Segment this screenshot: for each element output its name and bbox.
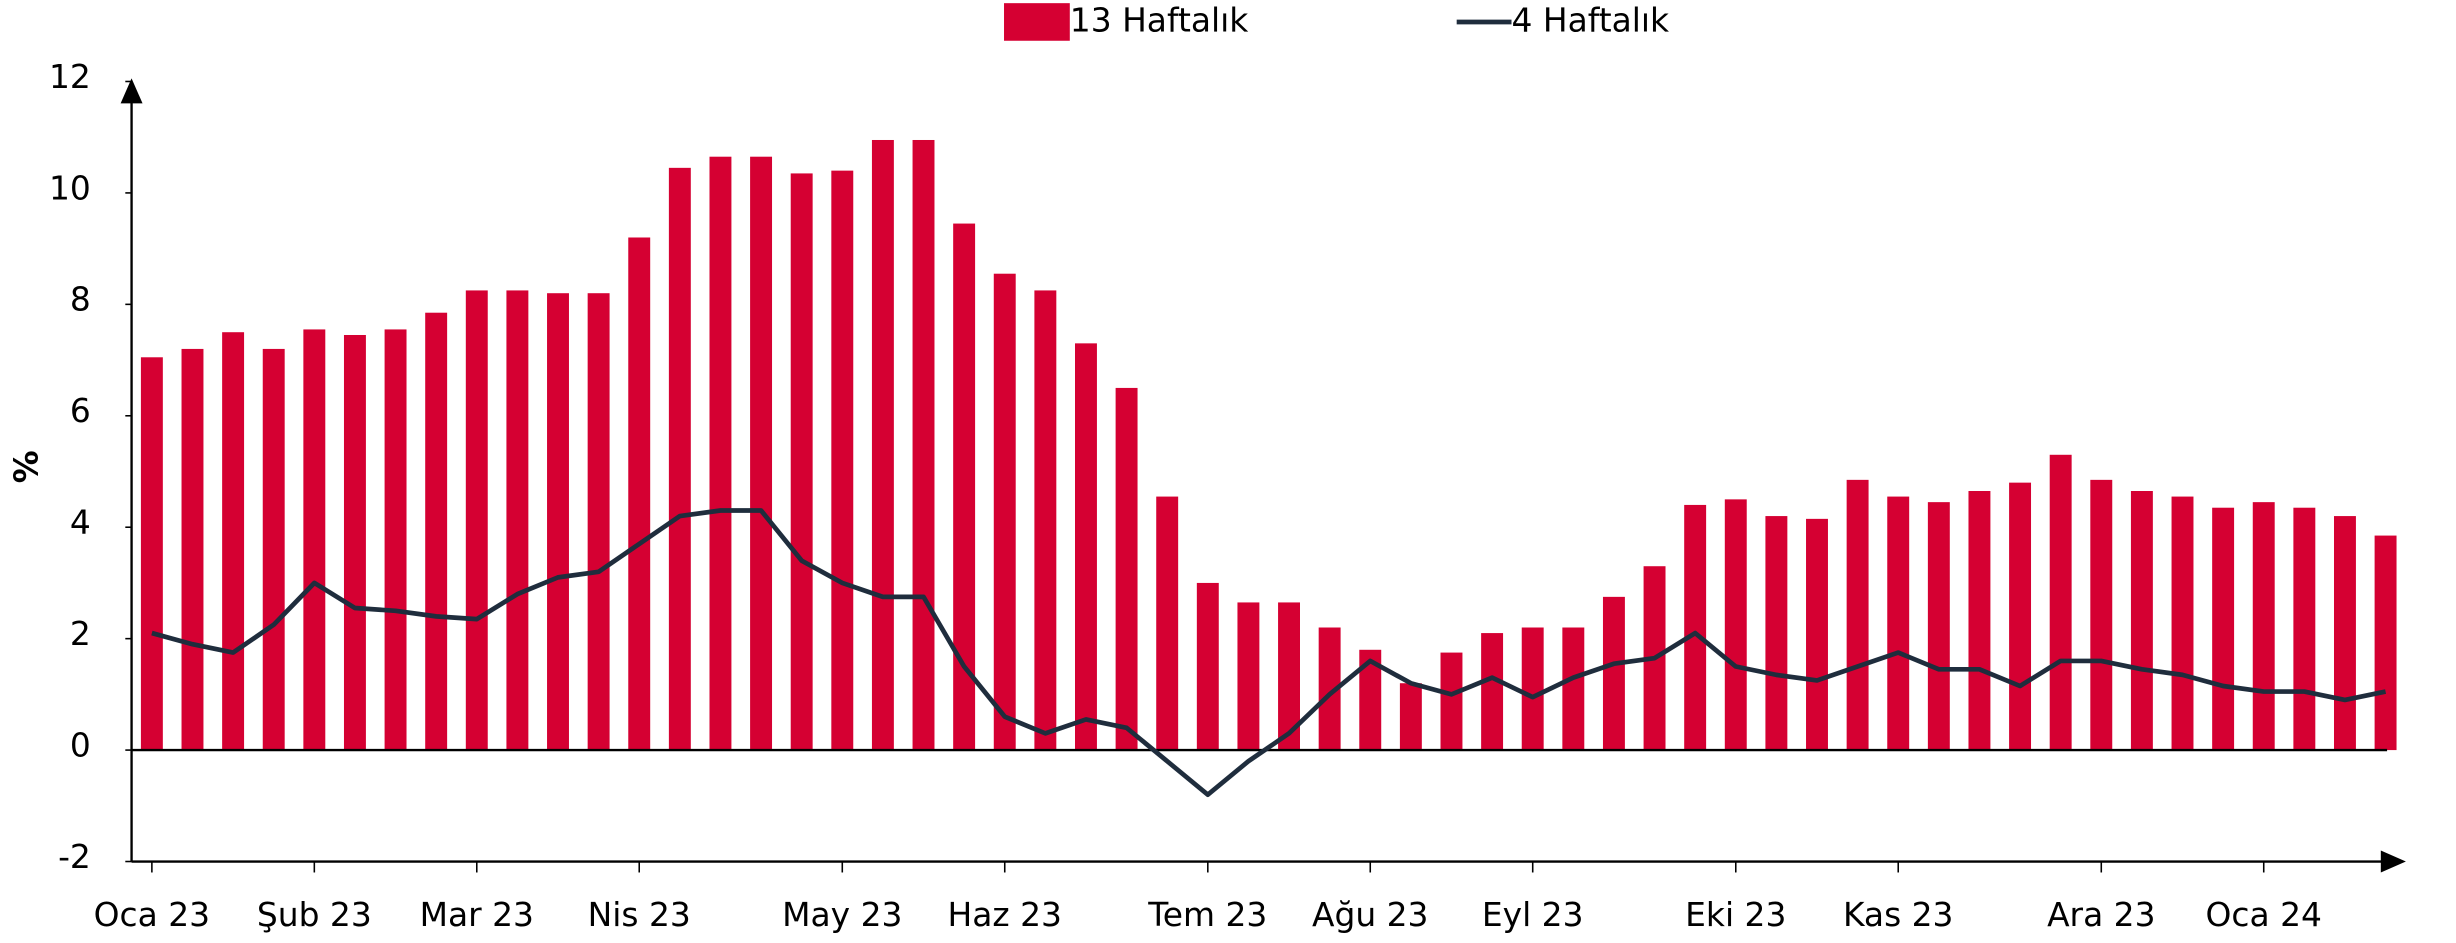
- y-tick-label: -2: [58, 837, 91, 876]
- y-tick-label: 10: [49, 168, 91, 207]
- x-tick-label: Haz 23: [948, 895, 1062, 934]
- bar: [2130, 491, 2153, 751]
- bar: [709, 156, 732, 751]
- bar: [1521, 627, 1544, 751]
- bar: [1115, 387, 1138, 751]
- x-tick-label: Ağu 23: [1312, 895, 1428, 934]
- y-tick-label: 4: [70, 503, 91, 542]
- bar: [2049, 454, 2072, 751]
- x-tick-label: Oca 24: [2206, 895, 2322, 934]
- bar: [2333, 516, 2356, 751]
- bar: [465, 290, 488, 751]
- bar: [912, 139, 935, 751]
- bar: [384, 329, 407, 751]
- bar: [953, 223, 976, 751]
- bar: [668, 167, 691, 751]
- bar: [262, 348, 285, 751]
- x-tick-label: Nis 23: [588, 895, 691, 934]
- y-tick-label: 12: [49, 57, 91, 96]
- bar: [1034, 290, 1057, 751]
- bar: [1399, 683, 1422, 751]
- y-axis-label: %: [7, 450, 46, 483]
- bar: [750, 156, 773, 751]
- x-tick-label: Eyl 23: [1482, 895, 1584, 934]
- bar: [1806, 518, 1828, 751]
- y-tick-label: 0: [70, 725, 91, 764]
- bar: [1278, 602, 1300, 751]
- x-tick-label: Kas 23: [1843, 895, 1954, 934]
- bar: [303, 329, 326, 751]
- bar: [547, 293, 569, 751]
- bar: [1318, 627, 1341, 751]
- y-axis-arrow: [120, 78, 143, 104]
- y-tick-label: 6: [70, 391, 91, 430]
- bar: [1887, 496, 1910, 751]
- bar: [2009, 482, 2032, 751]
- bar: [1684, 504, 1707, 751]
- y-tick-label: 8: [70, 280, 91, 319]
- bar: [1196, 582, 1219, 751]
- bar: [993, 273, 1016, 751]
- x-tick-label: Eki 23: [1685, 895, 1786, 934]
- bar: [2374, 535, 2397, 751]
- bar: [1562, 627, 1585, 751]
- bar: [871, 139, 894, 751]
- bar: [1724, 499, 1747, 751]
- bar: [790, 173, 813, 751]
- bar: [2171, 496, 2194, 751]
- legend-swatch: [1004, 3, 1070, 41]
- bar: [343, 334, 366, 751]
- bar: [1237, 602, 1260, 751]
- legend-label: 4 Haftalık: [1512, 0, 1670, 39]
- bar: [1156, 496, 1179, 751]
- bar: [1602, 596, 1625, 751]
- x-tick-label: Mar 23: [420, 895, 534, 934]
- bar: [587, 293, 610, 751]
- bar: [1440, 652, 1463, 751]
- bar: [1075, 343, 1097, 751]
- x-tick-label: Tem 23: [1147, 895, 1267, 934]
- bar: [222, 332, 245, 751]
- x-tick-label: May 23: [782, 895, 902, 934]
- bar: [181, 348, 204, 751]
- bar: [2252, 502, 2275, 751]
- bar: [831, 170, 854, 751]
- x-tick-label: Oca 23: [94, 895, 210, 934]
- bar: [2293, 507, 2316, 751]
- bar: [140, 357, 163, 751]
- bar: [1481, 633, 1504, 751]
- bar: [628, 237, 651, 751]
- bar: [425, 312, 448, 751]
- bar: [1927, 502, 1950, 751]
- x-axis-arrow: [2380, 850, 2406, 873]
- x-tick-label: Şub 23: [257, 895, 372, 934]
- bar: [506, 290, 529, 751]
- bar: [1359, 649, 1382, 751]
- y-tick-label: 2: [70, 614, 91, 653]
- bar: [1968, 491, 1991, 751]
- bar: [2090, 479, 2113, 751]
- legend-label: 13 Haftalık: [1070, 0, 1249, 39]
- bar: [1846, 479, 1869, 751]
- bar: [1765, 516, 1788, 751]
- bar: [2212, 507, 2235, 751]
- x-tick-label: Ara 23: [2047, 895, 2155, 934]
- line: [151, 508, 2387, 798]
